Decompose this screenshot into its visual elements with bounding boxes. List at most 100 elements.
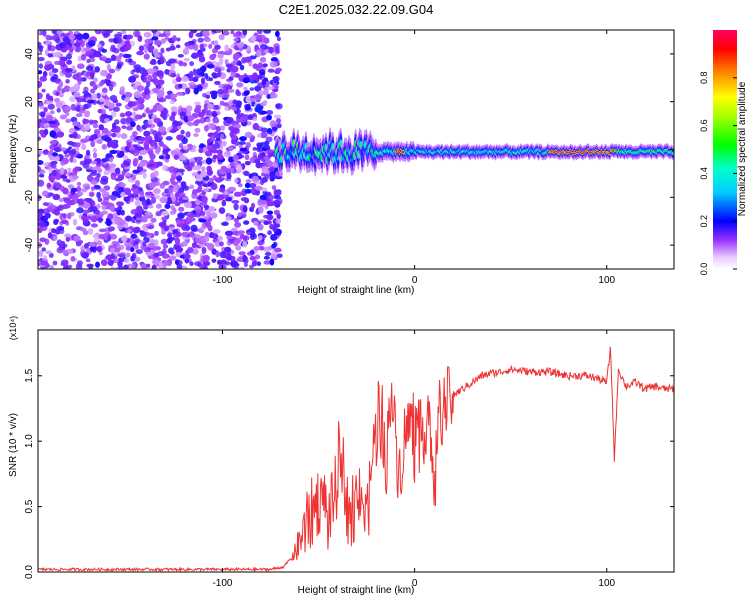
heatmap-cell [125, 215, 132, 222]
heatmap-cell [175, 44, 181, 49]
heatmap-cell [53, 219, 59, 225]
heatmap-cell [118, 182, 127, 188]
heatmap-cell [205, 150, 213, 157]
heatmap-cell [77, 124, 85, 129]
heatmap-cell [144, 89, 151, 95]
heatmap-cell [117, 186, 124, 193]
heatmap-cell [200, 170, 208, 178]
heatmap-cell [225, 230, 233, 236]
heatmap-cell [230, 65, 239, 73]
y-tick-label: -40 [24, 237, 35, 252]
heatmap-cell [100, 113, 109, 119]
heatmap-cell [109, 247, 116, 253]
heatmap-cell [40, 117, 48, 125]
heatmap-cell [69, 200, 76, 206]
heatmap-cell [210, 212, 218, 219]
y-tick-label: 0.5 [24, 499, 35, 513]
heatmap-cell [254, 254, 260, 260]
heatmap-cell [140, 73, 146, 81]
heatmap-cell [265, 110, 274, 115]
heatmap-cell [133, 30, 141, 38]
heatmap-cell [152, 48, 159, 56]
heatmap-cell [127, 228, 132, 234]
heatmap-cell [230, 30, 235, 35]
heatmap-cell [120, 133, 128, 140]
heatmap-cell [194, 107, 201, 114]
heatmap-cell [222, 89, 229, 94]
heatmap-cell [117, 37, 123, 44]
heatmap-cell [120, 191, 126, 198]
heatmap-cell [109, 205, 115, 212]
heatmap-cell [248, 173, 254, 179]
heatmap-cell [260, 152, 266, 157]
heatmap-cell [153, 170, 159, 177]
heatmap-cell [259, 199, 268, 205]
heatmap-cell [185, 87, 191, 95]
y-tick-label: 0 [24, 146, 35, 152]
heatmap-cell [63, 85, 71, 92]
heatmap-cell [96, 203, 101, 209]
heatmap-cell [116, 201, 125, 207]
heatmap-cell [52, 235, 58, 241]
heatmap-cell [248, 183, 257, 188]
heatmap-cell [263, 37, 270, 44]
heatmap-cell [93, 50, 102, 58]
heatmap-x-ticks: -100 0 100 [212, 30, 616, 286]
heatmap-cell [85, 258, 91, 263]
heatmap-cell [53, 155, 60, 162]
heatmap-cell [240, 197, 249, 202]
heatmap-cell [249, 255, 256, 261]
heatmap-cell [243, 86, 248, 91]
heatmap-cell [199, 43, 204, 50]
heatmap-cell [189, 61, 195, 67]
x-tick-label: 100 [598, 275, 615, 286]
heatmap-cell [250, 187, 256, 195]
heatmap-cell [87, 40, 96, 47]
heatmap-cell [75, 142, 81, 148]
heatmap-cell [90, 179, 98, 185]
heatmap-cell [244, 182, 251, 189]
heatmap-cell [65, 79, 70, 84]
heatmap-cell [223, 92, 230, 99]
heatmap-cell [58, 80, 64, 88]
heatmap-cell [253, 221, 259, 226]
heatmap-cell [145, 107, 150, 114]
heatmap-cell [189, 71, 194, 78]
heatmap-cell [148, 182, 157, 189]
heatmap-cell [130, 233, 138, 239]
heatmap-cell [110, 142, 119, 149]
heatmap-cell [266, 214, 274, 221]
heatmap-cell [49, 265, 54, 269]
heatmap-cell [75, 33, 84, 41]
heatmap-cell [101, 191, 110, 198]
x-tick-label: 0 [412, 578, 418, 589]
heatmap-cell [92, 206, 98, 213]
heatmap-cell [63, 250, 69, 257]
heatmap-cell [108, 226, 115, 232]
heatmap-cell [54, 51, 62, 58]
heatmap-cell [236, 41, 245, 48]
heatmap-cell [201, 159, 207, 164]
heatmap-cell [176, 245, 182, 252]
heatmap-cell [262, 63, 268, 68]
heatmap-cell [183, 57, 190, 62]
heatmap-cell [259, 44, 268, 50]
heatmap-cell [185, 131, 191, 138]
heatmap-cell [275, 103, 281, 109]
heatmap-cell [257, 90, 265, 96]
heatmap-cell [96, 217, 104, 222]
heatmap-cell [65, 111, 70, 117]
heatmap-cell [112, 122, 117, 130]
heatmap-cell [43, 107, 48, 113]
heatmap-cell [46, 100, 53, 105]
heatmap-cell [214, 80, 221, 85]
heatmap-cell [145, 191, 152, 196]
heatmap-cell [195, 32, 203, 38]
heatmap-cell [108, 38, 115, 43]
heatmap-cell [72, 131, 78, 139]
heatmap-cell [76, 104, 81, 112]
heatmap-cell [94, 30, 103, 35]
heatmap-cell [156, 203, 162, 209]
heatmap-cell [181, 240, 188, 247]
